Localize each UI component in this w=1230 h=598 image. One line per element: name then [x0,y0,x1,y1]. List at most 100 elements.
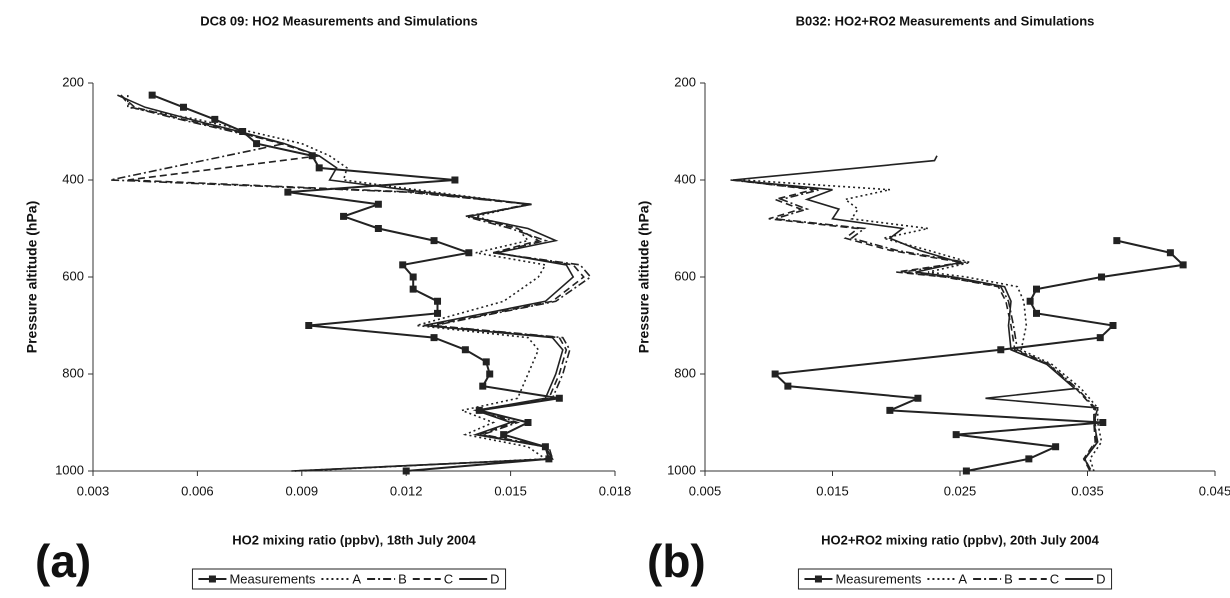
series-line [730,179,1098,472]
legend-label: C [444,571,453,586]
series-line [117,94,575,472]
data-point [465,249,473,257]
data-point [914,394,922,402]
legend-label: B [398,571,407,586]
data-point [541,443,549,451]
data-point [952,431,960,439]
panel-label: (b) [647,535,706,587]
data-point [284,188,292,196]
data-point [211,115,219,123]
data-point [402,467,410,475]
x-tick-label: 0.003 [77,483,110,498]
legend-label: Measurements [835,571,921,586]
data-point [399,261,407,269]
data-point [1166,249,1174,257]
x-tick-label: 0.006 [181,483,214,498]
y-tick-label: 800 [674,365,696,380]
x-tick-label: 0.015 [816,483,849,498]
series-line [772,239,1186,472]
data-point [500,431,508,439]
chart-title: DC8 09: HO2 Measurements and Simulations [200,13,477,28]
y-axis-label: Pressure altitude (hPa) [636,201,652,354]
legend-box [191,568,507,590]
data-point [1096,334,1104,342]
data-point [997,346,1005,354]
legend: Measurements A B C D [797,568,1113,590]
data-point [308,152,316,160]
y-tick-label: 200 [674,74,696,89]
series-line [732,155,1099,472]
data-point [340,212,348,220]
data-point [1098,273,1106,281]
data-point [784,382,792,390]
y-tick-label: 600 [674,268,696,283]
data-point [1113,237,1121,245]
y-tick-label: 600 [62,268,84,283]
legend: Measurements A B C D [191,568,507,590]
data-point [430,237,438,245]
x-tick-label: 0.015 [494,483,527,498]
data-point [374,200,382,208]
data-point [434,297,442,305]
data-point [1179,261,1187,269]
data-point [479,382,487,390]
x-tick-label: 0.035 [1071,483,1104,498]
y-axis-label: Pressure altitude (hPa) [24,201,40,354]
data-point [475,406,483,414]
data-point [315,164,323,172]
legend-label: B [1004,571,1013,586]
data-point [1109,322,1117,329]
series-line [110,94,592,472]
y-tick-label: 800 [62,365,84,380]
legend-label: D [1096,571,1105,586]
series-line [151,94,560,472]
legend-box [797,568,1113,590]
data-point [545,455,553,463]
series-line [732,179,1097,472]
x-tick-label: 0.005 [689,483,722,498]
data-point [409,285,417,293]
data-point [555,394,563,402]
y-tick-label: 400 [674,171,696,186]
y-tick-label: 200 [62,74,84,89]
data-point [451,176,459,184]
legend-label: C [1050,571,1059,586]
data-point [886,406,894,414]
data-point [253,140,261,148]
data-point [771,370,779,378]
data-point [374,225,382,232]
data-point [305,322,313,329]
data-point [1025,455,1033,463]
series-line [743,179,1103,472]
data-point [434,309,442,317]
data-point [1026,297,1034,305]
y-tick-label: 1000 [55,462,84,477]
series-line [120,94,585,472]
x-tick-label: 0.018 [599,483,632,498]
data-point [461,346,469,354]
data-point [1033,309,1040,317]
legend-label: A [958,571,967,586]
legend-marker [814,575,822,583]
data-point [524,419,532,426]
data-point [1099,419,1107,426]
data-point [430,334,438,342]
data-point [1033,285,1040,293]
panel-label: (a) [35,535,91,587]
x-tick-label: 0.009 [286,483,319,498]
y-tick-label: 1000 [667,462,696,477]
data-point [179,103,187,111]
data-point [962,467,970,475]
legend-label: D [490,571,499,586]
legend-label: Measurements [229,571,315,586]
data-point [486,370,494,378]
data-point [148,91,156,99]
legend-marker [208,575,216,583]
data-point [482,358,490,366]
x-tick-label: 0.025 [944,483,977,498]
data-point [1052,443,1060,451]
x-axis-label: HO2+RO2 mixing ratio (ppbv), 20th July 2… [821,532,1100,547]
data-point [409,273,417,281]
x-tick-label: 0.045 [1199,483,1230,498]
